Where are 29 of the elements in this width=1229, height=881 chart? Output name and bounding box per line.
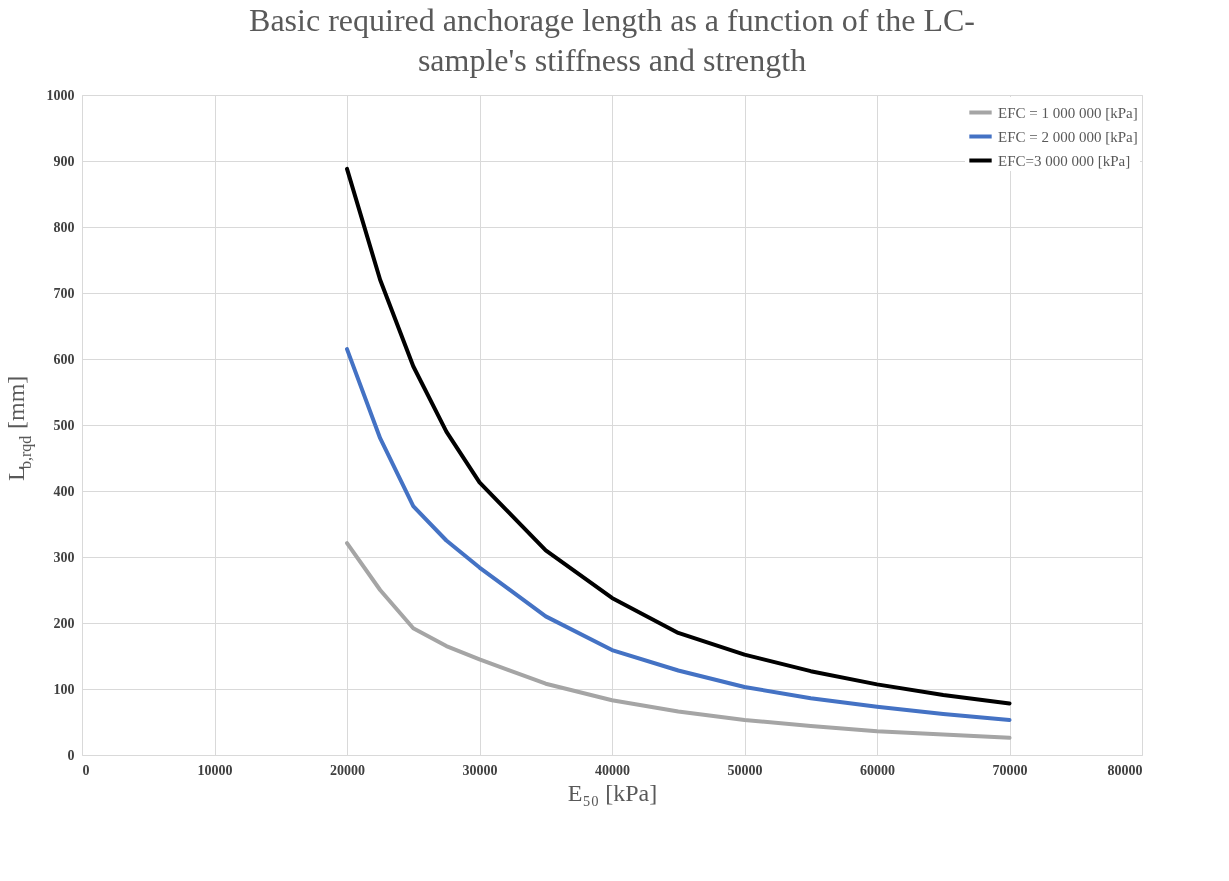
x-tick-label: 10000 — [197, 762, 233, 778]
x-tick-label: 60000 — [860, 762, 895, 778]
y-axis-title: Lb,rqd [mm] — [3, 375, 35, 481]
x-tick-label: 80000 — [1107, 762, 1143, 778]
y-tick-label: 300 — [53, 549, 75, 565]
x-tick-label: 70000 — [992, 762, 1028, 778]
legend-label: EFC = 1 000 000 [kPa] — [998, 104, 1138, 121]
legend-label: EFC=3 000 000 [kPa] — [998, 152, 1131, 169]
legend-label: EFC = 2 000 000 [kPa] — [998, 128, 1138, 145]
x-tick-label: 50000 — [727, 762, 763, 778]
x-tick-label: 0 — [82, 762, 90, 778]
y-tick-label: 100 — [53, 681, 75, 697]
y-tick-label: 500 — [53, 417, 75, 433]
y-tick-label: 900 — [53, 153, 75, 169]
chart-title: Basic required anchorage length as a function of the LC-sample's stiffness and strength — [249, 2, 975, 78]
x-tick-label: 40000 — [595, 762, 630, 778]
y-tick-label: 400 — [53, 483, 75, 499]
y-tick-label: 800 — [53, 219, 75, 235]
y-tick-label: 700 — [53, 285, 75, 301]
y-tick-label: 200 — [53, 615, 75, 631]
line-series — [345, 541, 1012, 740]
line-series — [345, 166, 1012, 706]
y-tick-label: 1000 — [46, 87, 75, 103]
x-axis-title: E₅₀ [kPa] — [567, 779, 658, 806]
y-tick-label: 0 — [67, 747, 75, 763]
x-tick-label: 30000 — [462, 762, 498, 778]
y-tick-label: 600 — [53, 351, 75, 367]
line-series — [345, 347, 1012, 723]
x-tick-label: 20000 — [330, 762, 365, 778]
